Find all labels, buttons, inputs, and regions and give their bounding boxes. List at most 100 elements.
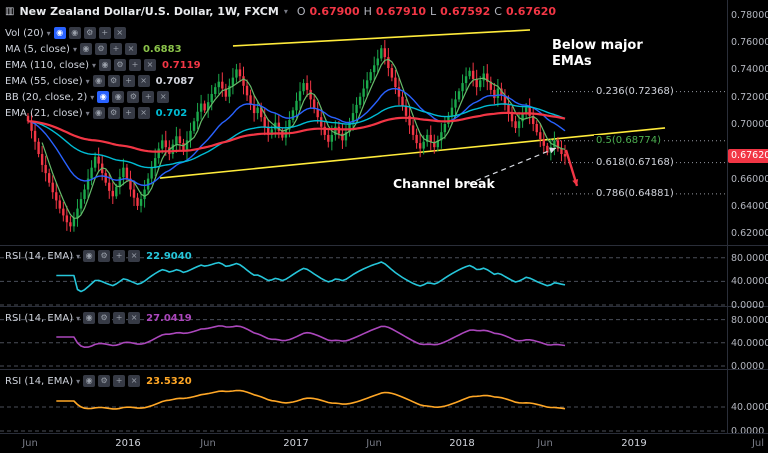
- fib-level-label[interactable]: 0.618(0.67168): [594, 156, 676, 168]
- price-axis[interactable]: 80.0000 40.0000 0.0000 80.0000 40.0000 0.0000…: [727, 0, 768, 437]
- ohlc-value: 0.67910: [375, 5, 427, 18]
- indicator-row[interactable]: EMA (55, close) ▾ ◉ ⚙ + × 0.7087: [5, 73, 201, 89]
- eye-icon[interactable]: ◉: [79, 43, 92, 55]
- indicator-row[interactable]: RSI (14, EMA) ▾ ◉ ⚙ + × 27.0419: [5, 310, 192, 326]
- chevron-down-icon[interactable]: ▾: [46, 28, 51, 38]
- rsi-axis-label: 0.0000: [731, 300, 765, 311]
- eye-icon[interactable]: ◉: [92, 75, 105, 87]
- ohlc-letter: L: [430, 5, 437, 18]
- time-axis-label: 2016: [115, 438, 141, 449]
- price-axis-label: 0.70000: [731, 119, 768, 130]
- annotation-text: EMAs: [552, 54, 592, 70]
- close-icon[interactable]: ×: [144, 59, 156, 71]
- plus-icon[interactable]: +: [113, 375, 126, 387]
- chevron-down-icon[interactable]: ▾: [76, 251, 81, 261]
- indicator-value: 0.7087: [155, 75, 195, 87]
- plus-icon[interactable]: +: [122, 107, 135, 119]
- indicator-row[interactable]: RSI (14, EMA) ▾ ◉ ⚙ + × 22.9040: [5, 248, 192, 264]
- gear-icon[interactable]: ⚙: [114, 59, 126, 71]
- close-icon[interactable]: ×: [128, 375, 141, 387]
- annotation-channel-break[interactable]: Channel break: [393, 176, 495, 191]
- chevron-down-icon[interactable]: ▾: [85, 108, 90, 118]
- price-axis-label: 0.78000: [731, 9, 768, 21]
- ma-overlays: [27, 58, 566, 219]
- plus-icon[interactable]: +: [98, 27, 111, 39]
- chevron-down-icon[interactable]: ▾: [283, 7, 288, 16]
- visibility-icon[interactable]: ◉: [53, 27, 66, 39]
- time-axis-label: Jun: [22, 438, 38, 449]
- chevron-down-icon[interactable]: ▾: [91, 60, 96, 70]
- plus-icon[interactable]: +: [113, 250, 126, 262]
- last-price-badge: 0.67620: [728, 149, 768, 164]
- plus-icon[interactable]: +: [122, 75, 135, 87]
- time-axis[interactable]: Jun 2016 Jun 2017 Jun 2018 Jun 2019 Jul: [0, 433, 768, 453]
- channel-trendlines[interactable]: [159, 29, 666, 179]
- gear-icon[interactable]: ⚙: [83, 27, 96, 39]
- fib-level-label[interactable]: 0.5(0.68774): [594, 134, 664, 146]
- chevron-down-icon[interactable]: ▾: [85, 76, 90, 86]
- rsi-panel-3: [0, 389, 726, 432]
- close-icon[interactable]: ×: [137, 75, 150, 87]
- indicator-row[interactable]: EMA (21, close) ▾ ◉ ⚙ + × 0.702: [5, 105, 201, 121]
- plus-icon[interactable]: +: [129, 59, 141, 71]
- indicator-row[interactable]: MA (5, close) ▾ ◉ ⚙ + × 0.6883: [5, 41, 201, 57]
- indicator-value: 27.0419: [146, 312, 192, 324]
- ohlc-letter: H: [363, 5, 372, 18]
- gear-icon[interactable]: ⚙: [94, 43, 107, 55]
- chevron-down-icon[interactable]: ▾: [72, 44, 77, 54]
- time-axis-label: Jun: [366, 438, 382, 449]
- ohlc-value: 0.67592: [440, 5, 491, 18]
- chevron-down-icon[interactable]: ▾: [76, 376, 81, 386]
- gear-icon[interactable]: ⚙: [98, 312, 111, 324]
- indicator-value: 22.9040: [146, 250, 192, 262]
- time-axis-label: Jun: [537, 438, 553, 449]
- indicator-label: EMA (55, close): [5, 75, 83, 87]
- close-icon[interactable]: ×: [124, 43, 137, 55]
- gear-icon[interactable]: ⚙: [127, 91, 140, 103]
- chevron-down-icon[interactable]: ▾: [90, 92, 95, 102]
- annotation-text: Below major: [552, 38, 643, 53]
- indicator-legend: Vol (20) ▾ ◉ ◉ ⚙ + × MA (5, close) ▾ ◉ ⚙ + × 0.6883 EM…: [5, 25, 201, 121]
- gear-icon[interactable]: ⚙: [98, 250, 111, 262]
- eye-icon[interactable]: ◉: [99, 59, 111, 71]
- annotation-below-major-emas[interactable]: Below major EMAs: [552, 38, 643, 71]
- eye-icon[interactable]: ◉: [112, 91, 125, 103]
- indicator-label: RSI (14, EMA): [5, 312, 74, 324]
- indicator-label: RSI (14, EMA): [5, 375, 74, 387]
- indicator-row[interactable]: EMA (110, close) ▾ ◉ ⚙ + × 0.7119: [5, 57, 201, 73]
- eye-icon[interactable]: ◉: [92, 107, 105, 119]
- gear-icon[interactable]: ⚙: [98, 375, 111, 387]
- chevron-down-icon[interactable]: ▾: [76, 313, 81, 323]
- price-axis-label: 0.62000: [731, 228, 768, 240]
- eye-icon[interactable]: ◉: [83, 312, 96, 324]
- indicator-row[interactable]: BB (20, close, 2) ▾ ◉ ◉ ⚙ + ×: [5, 89, 201, 105]
- close-icon[interactable]: ×: [113, 27, 126, 39]
- indicator-label: BB (20, close, 2): [5, 91, 88, 103]
- plus-icon[interactable]: +: [142, 91, 155, 103]
- fib-level-lines: [552, 91, 726, 195]
- gear-icon[interactable]: ⚙: [107, 107, 120, 119]
- close-icon[interactable]: ×: [157, 91, 170, 103]
- rsi-panel-2: [0, 319, 726, 367]
- indicator-row[interactable]: RSI (14, EMA) ▾ ◉ ⚙ + × 23.5320: [5, 373, 192, 389]
- fib-level-label[interactable]: 0.236(0.72368): [594, 85, 676, 97]
- rsi-axis-label: 40.0000: [731, 337, 768, 349]
- eye-icon[interactable]: ◉: [68, 27, 81, 39]
- indicator-value: 0.702: [155, 107, 188, 119]
- plus-icon[interactable]: +: [113, 312, 126, 324]
- arrow-drawings[interactable]: [467, 147, 579, 187]
- visibility-icon[interactable]: ◉: [97, 91, 110, 103]
- eye-icon[interactable]: ◉: [83, 375, 96, 387]
- close-icon[interactable]: ×: [137, 107, 150, 119]
- indicator-label: EMA (110, close): [5, 59, 89, 71]
- gear-icon[interactable]: ⚙: [107, 75, 120, 87]
- close-icon[interactable]: ×: [128, 250, 141, 262]
- close-icon[interactable]: ×: [128, 312, 141, 324]
- chart-header: ▥ New Zealand Dollar/U.S. Dollar, 1W, FX…: [5, 5, 556, 18]
- fib-level-label[interactable]: 0.786(0.64881): [594, 187, 676, 199]
- plus-icon[interactable]: +: [109, 43, 122, 55]
- eye-icon[interactable]: ◉: [83, 250, 96, 262]
- indicator-row[interactable]: Vol (20) ▾ ◉ ◉ ⚙ + ×: [5, 25, 201, 41]
- symbol-title[interactable]: New Zealand Dollar/U.S. Dollar, 1W, FXCM: [19, 5, 279, 18]
